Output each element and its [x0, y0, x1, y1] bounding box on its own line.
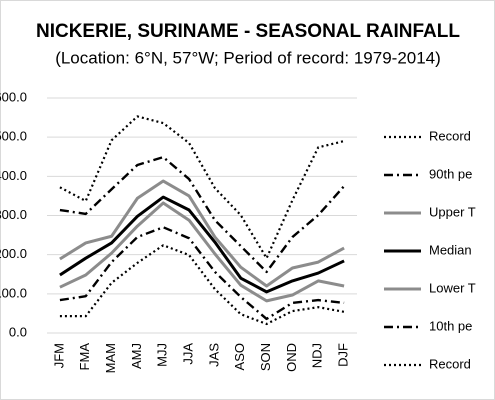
y-tick-label: 600.0 — [0, 89, 27, 104]
x-tick-label: OND — [284, 343, 299, 372]
series-line — [59, 179, 345, 288]
legend-label: 90th pe — [429, 166, 472, 181]
legend-label: Lower T — [429, 280, 476, 295]
legend-label: Record — [429, 356, 471, 371]
legend-label: 10th pe — [429, 318, 472, 333]
legend-label: Median — [429, 242, 472, 257]
y-tick-label: 400.0 — [0, 168, 27, 183]
x-tick-label: MAM — [103, 343, 118, 373]
chart-subtitle: (Location: 6°N, 57°W; Period of record: … — [55, 48, 441, 67]
x-tick-label: ASO — [232, 343, 247, 370]
x-tick-label: AMJ — [129, 343, 144, 369]
series-line — [59, 226, 345, 321]
x-tick-label: SON — [258, 343, 273, 371]
chart-title: NICKERIE, SURINAME - SEASONAL RAINFALL — [36, 21, 460, 42]
x-tick-label: JFM — [51, 343, 66, 368]
series-line — [59, 155, 345, 274]
series-line — [59, 115, 345, 260]
x-tick-label: MJJ — [155, 343, 170, 367]
series-line — [59, 201, 345, 303]
y-tick-label: 100.0 — [0, 285, 27, 300]
series-line — [59, 195, 345, 294]
x-tick-label: NDJ — [310, 343, 325, 368]
y-tick-label: 300.0 — [0, 207, 27, 222]
y-tick-label: 200.0 — [0, 246, 27, 261]
legend-label: Upper T — [429, 204, 476, 219]
series-line — [59, 244, 345, 326]
y-tick-label: 500.0 — [0, 129, 27, 144]
legend-label: Record — [429, 128, 471, 143]
y-tick-label: 0.0 — [9, 324, 27, 339]
x-tick-label: DJF — [336, 343, 351, 367]
x-tick-label: FMA — [77, 343, 92, 371]
x-tick-label: JAS — [206, 343, 221, 367]
x-tick-label: JJA — [181, 343, 196, 365]
